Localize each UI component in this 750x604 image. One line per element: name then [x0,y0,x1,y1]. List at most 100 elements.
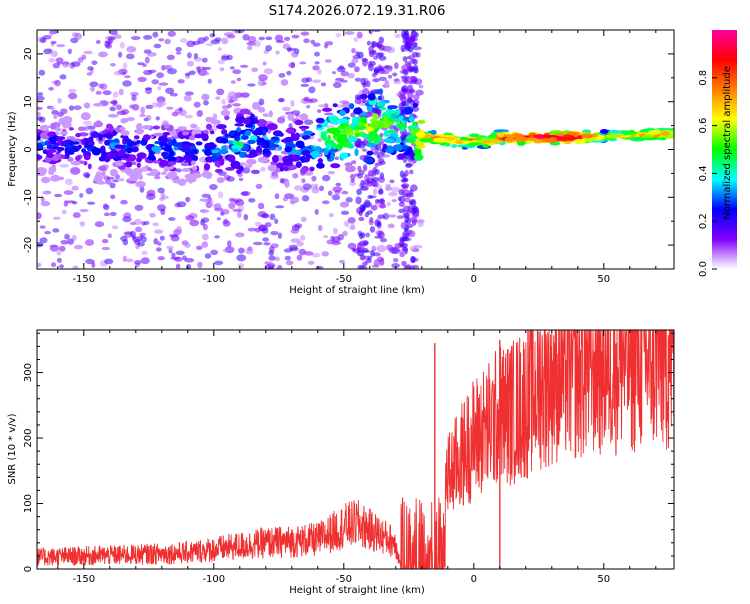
noise-blob [98,83,105,89]
noise-blob [282,43,291,50]
ridge-blob [221,129,228,135]
noise-blob [275,50,280,55]
noise-blob [366,40,371,46]
ridge-blob [93,103,104,107]
noise-blob [361,148,368,152]
noise-blob [399,195,406,204]
noise-blob [332,227,338,235]
noise-blob [142,35,153,40]
ridge-blob [154,141,161,145]
noise-blob [303,119,314,125]
y-tick-label: 10 [23,95,34,108]
ridge-blob [88,136,94,143]
noise-blob [347,73,355,79]
noise-blob [74,32,83,40]
noise-blob [158,38,165,42]
noise-blob [317,109,322,113]
noise-blob [403,69,409,76]
ridge-blob [206,157,214,163]
noise-blob [401,86,407,93]
noise-blob [153,175,161,180]
ridge-blob [209,149,219,154]
noise-blob [130,36,141,40]
ridge-blob [366,104,373,112]
noise-blob [340,210,350,215]
noise-blob [37,106,43,110]
noise-blob [387,223,395,229]
ridge-blob [245,164,253,168]
noise-blob [169,92,178,97]
noise-blob [317,137,322,143]
ridge-blob [103,155,111,163]
ridge-blob [344,165,356,173]
noise-blob [168,217,176,221]
noise-blob [58,245,66,252]
noise-blob [140,257,150,265]
ridge-blob [330,163,341,169]
noise-blob [68,92,78,100]
noise-blob [368,50,375,58]
noise-blob [374,219,381,227]
noise-blob [265,36,273,41]
noise-blob [327,170,336,175]
noise-blob [300,216,307,222]
noise-blob [317,68,322,75]
ridge-blob [366,150,374,156]
noise-blob [157,256,165,261]
ridge-blob [397,153,405,160]
ridge-blob [583,138,595,142]
ridge-blob [110,153,118,159]
noise-blob [380,198,385,205]
ridge-blob [231,148,239,153]
noise-blob [43,48,52,55]
noise-blob [398,102,405,110]
noise-blob [349,182,357,186]
noise-blob [326,239,335,245]
noise-blob [288,244,298,251]
noise-blob [327,190,333,196]
ridge-blob [354,129,360,133]
noise-blob [372,180,379,188]
noise-blob [407,97,412,103]
ridge-blob [234,135,241,142]
ridge-blob [47,132,55,137]
ridge-blob [139,155,145,159]
noise-blob [391,199,397,203]
noise-blob [86,72,93,76]
noise-blob [197,37,206,44]
noise-blob [270,231,279,236]
ridge-blob [215,152,221,158]
ridge-blob [482,137,496,141]
noise-blob [155,247,162,252]
ridge-blob [390,113,397,119]
ridge-blob [54,127,62,132]
ridge-blob [360,133,371,138]
ridge-blob [353,107,363,115]
noise-blob [103,203,108,209]
noise-blob [377,231,385,239]
noise-blob [375,52,384,58]
ridge-blob [359,93,368,100]
ridge-blob [153,132,164,137]
noise-blob [258,98,265,106]
noise-blob [118,88,124,96]
noise-blob [393,258,399,263]
ridge-blob [144,165,150,169]
noise-blob [264,261,271,265]
noise-blob [184,242,191,248]
noise-blob [242,34,250,41]
noise-blob [317,224,323,231]
noise-blob [288,62,296,68]
x-tick-label: 0 [471,274,477,285]
ridge-blob [317,158,323,164]
ridge-blob [347,135,358,143]
ridge-blob [432,137,449,143]
ridge-blob [191,165,198,171]
y-tick-label: 20 [23,48,34,61]
noise-blob [163,65,170,70]
noise-blob [360,179,365,188]
ridge-blob [173,146,179,151]
noise-blob [354,94,361,100]
noise-blob [155,116,160,121]
ridge-blob [468,142,483,146]
